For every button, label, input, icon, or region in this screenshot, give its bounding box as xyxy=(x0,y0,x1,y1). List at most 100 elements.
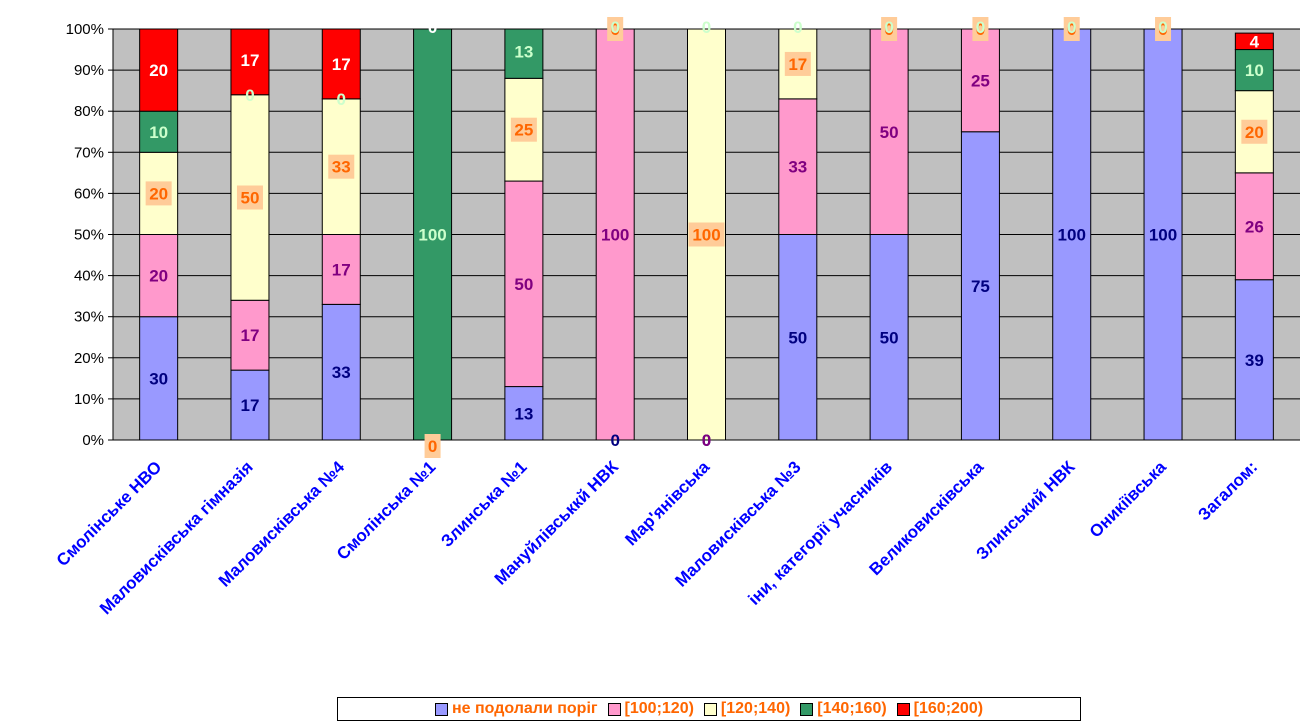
x-tick-label: Смолінська №1 xyxy=(333,457,439,563)
bar-segment xyxy=(321,28,361,100)
data-label: 0 xyxy=(793,18,802,37)
bar-segment xyxy=(230,369,270,441)
bar-segment xyxy=(1234,279,1274,441)
bar-segment xyxy=(778,234,818,441)
data-label: 20 xyxy=(1245,123,1264,142)
bar-segment xyxy=(778,98,818,236)
y-tick-label: 40% xyxy=(74,268,104,285)
data-label-box xyxy=(510,117,537,142)
y-tick-label: 10% xyxy=(74,391,104,408)
data-label-box xyxy=(1241,119,1268,144)
data-label-box xyxy=(688,222,725,247)
data-label: 17 xyxy=(332,55,351,74)
data-label: 17 xyxy=(332,260,351,279)
data-label: 25 xyxy=(971,71,990,90)
x-tick-label: Злинська №1 xyxy=(437,457,530,550)
data-label: 0 xyxy=(884,20,893,39)
data-label: 0 xyxy=(976,18,985,37)
y-tick-label: 0% xyxy=(82,432,104,449)
legend-item: [120;140) xyxy=(703,700,791,718)
data-label: 100 xyxy=(1149,226,1177,245)
y-tick-label: 90% xyxy=(74,62,104,79)
y-tick-label: 50% xyxy=(74,227,104,244)
legend-item: [100;120) xyxy=(607,700,694,718)
data-label: 0 xyxy=(1158,18,1167,37)
legend-swatch xyxy=(703,702,717,716)
data-label: 0 xyxy=(428,18,437,37)
bar-segment xyxy=(1052,28,1092,441)
legend-label: [120;140) xyxy=(720,700,791,717)
data-label: 33 xyxy=(332,363,351,382)
x-tick-label: Загалом: xyxy=(1194,457,1261,524)
y-tick-label: 100% xyxy=(66,21,104,38)
data-label: 26 xyxy=(1245,217,1264,236)
data-label: 0 xyxy=(702,431,711,450)
data-label-box xyxy=(424,434,441,458)
bar-segment xyxy=(321,234,361,305)
bar-segment xyxy=(869,234,909,441)
legend-item: [140;160) xyxy=(800,700,887,718)
data-label: 0 xyxy=(702,18,711,37)
data-label: 0 xyxy=(610,20,619,39)
data-label-box xyxy=(1155,17,1172,41)
bar-segment xyxy=(504,386,544,441)
data-label: 39 xyxy=(1245,351,1264,370)
data-label: 17 xyxy=(241,396,260,415)
data-label-box xyxy=(881,17,898,41)
data-label: 17 xyxy=(241,326,260,345)
bar-segment xyxy=(1234,172,1274,281)
data-label-box xyxy=(236,185,263,210)
data-label: 50 xyxy=(514,275,533,294)
bar-segment xyxy=(960,28,1000,133)
y-tick-label: 30% xyxy=(74,309,104,326)
x-tick-label: Маловисківська гімназія xyxy=(96,457,257,618)
bar-segment xyxy=(1234,49,1274,92)
y-tick-label: 80% xyxy=(74,103,104,120)
data-label: 0 xyxy=(976,20,985,39)
data-label-box xyxy=(972,17,989,41)
data-label: 0 xyxy=(702,431,711,450)
data-label: 100 xyxy=(601,226,629,245)
y-tick-label: 60% xyxy=(74,185,104,202)
data-label: 0 xyxy=(245,86,254,105)
data-label: 75 xyxy=(971,277,990,296)
data-label: 0 xyxy=(1067,20,1076,39)
bar-segment xyxy=(1143,28,1183,441)
bar-segment xyxy=(595,28,635,441)
data-label-box xyxy=(1063,17,1080,41)
legend-label: [160;200) xyxy=(913,700,984,717)
legend-swatch xyxy=(434,702,448,716)
data-label: 4 xyxy=(1250,32,1260,51)
legend-swatch xyxy=(800,702,814,716)
legend-item: не подолали поріг xyxy=(434,700,598,718)
data-label: 100 xyxy=(418,226,446,245)
legend-swatch xyxy=(896,702,910,716)
bar-segment xyxy=(504,28,544,79)
data-label: 50 xyxy=(880,328,899,347)
data-label: 100 xyxy=(1058,226,1086,245)
data-label: 0 xyxy=(610,18,619,37)
data-label: 17 xyxy=(788,55,807,74)
data-label: 0 xyxy=(337,90,346,109)
bar-segment xyxy=(869,28,909,235)
bar-segment xyxy=(139,28,179,112)
bar-segment xyxy=(139,110,179,153)
data-label: 20 xyxy=(149,184,168,203)
data-label: 30 xyxy=(149,369,168,388)
data-label: 50 xyxy=(788,328,807,347)
data-label: 50 xyxy=(241,189,260,208)
data-label: 13 xyxy=(514,404,533,423)
data-label: 17 xyxy=(241,51,260,70)
x-tick-label: Оникіївська xyxy=(1086,457,1170,541)
data-label: 100 xyxy=(692,226,720,245)
legend-swatch xyxy=(607,702,621,716)
data-label: 20 xyxy=(149,61,168,80)
bar-segment xyxy=(139,316,179,441)
data-label: 20 xyxy=(149,267,168,286)
bars xyxy=(139,28,1274,441)
data-labels: 3020201020171750017331733017010001350251… xyxy=(145,17,1268,458)
data-label-box xyxy=(784,51,811,76)
data-label: 0 xyxy=(610,431,619,450)
